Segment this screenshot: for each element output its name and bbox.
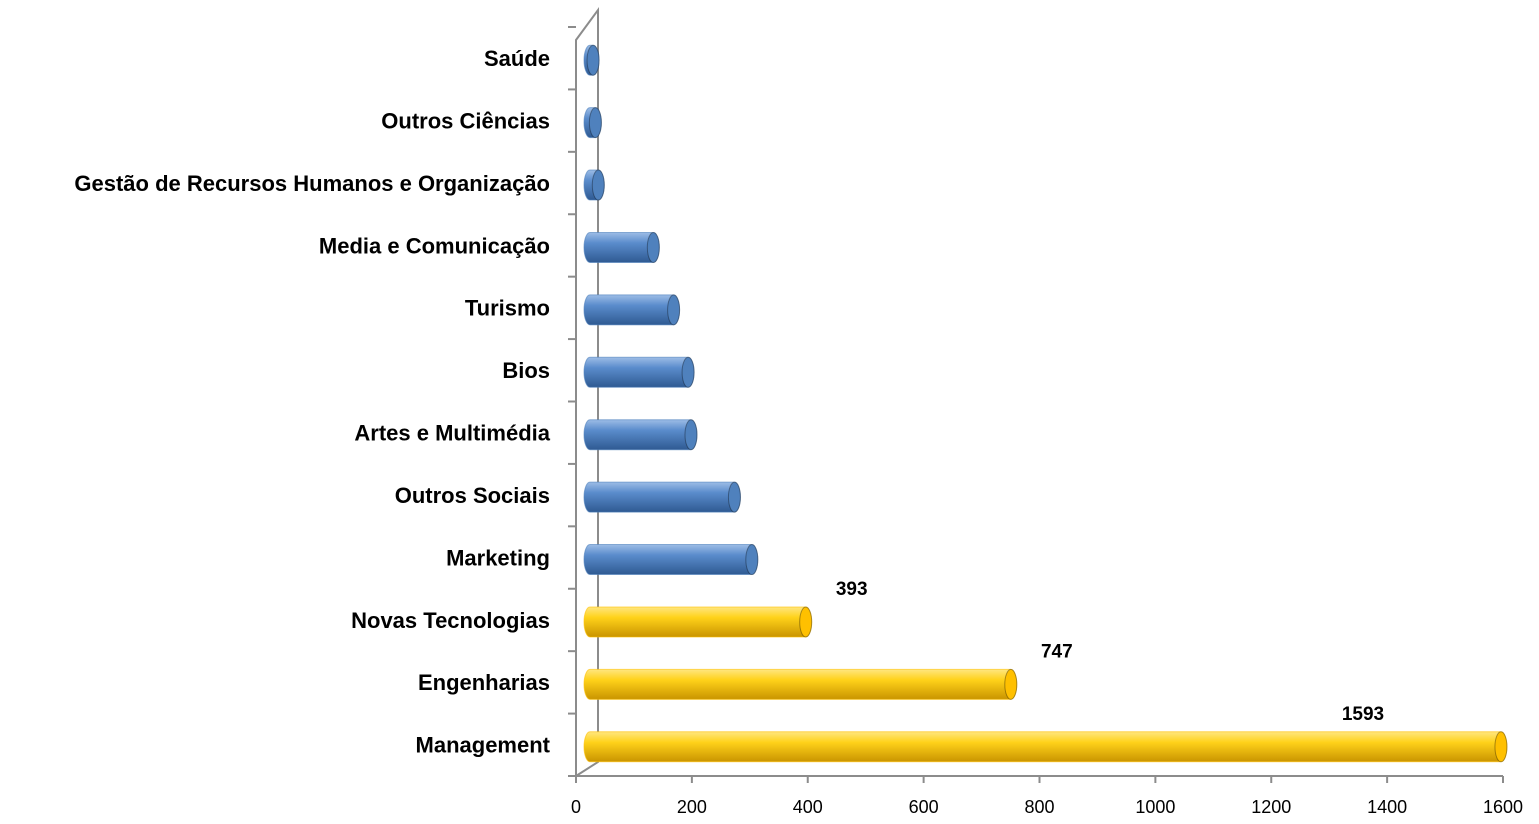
bar-body <box>583 356 695 388</box>
x-tick-label: 0 <box>571 797 581 817</box>
bar-body <box>583 731 1508 763</box>
bar-cap <box>1004 668 1018 700</box>
x-tick-label: 200 <box>677 797 707 817</box>
value-label: 1593 <box>1342 704 1384 725</box>
bar-cap <box>667 294 681 326</box>
y-tick-label: Gestão de Recursos Humanos e Organização <box>74 171 550 196</box>
bar <box>583 107 602 139</box>
y-tick-label: Outros Sociais <box>395 483 550 508</box>
bar <box>583 606 813 638</box>
y-tick-label: Engenharias <box>418 670 550 695</box>
value-label: 393 <box>836 579 868 600</box>
y-tick-label: Saúde <box>484 46 550 71</box>
y-tick-label: Management <box>416 733 551 758</box>
bar-body <box>583 419 698 451</box>
bar <box>583 481 741 513</box>
bar-cap <box>1494 731 1508 763</box>
bar-body <box>583 668 1018 700</box>
bar <box>583 231 660 263</box>
bar-cap <box>646 231 660 263</box>
x-tick-label: 1600 <box>1483 797 1523 817</box>
y-tick-label: Media e Comunicação <box>319 233 550 258</box>
bar-cap <box>591 169 605 201</box>
bar <box>583 668 1018 700</box>
bar-cap <box>745 544 759 576</box>
bar-cap <box>684 419 698 451</box>
bar-body <box>583 294 681 326</box>
y-tick-label: Turismo <box>465 296 550 321</box>
bar-cap <box>586 44 600 76</box>
y-tick-label: Novas Tecnologias <box>351 608 550 633</box>
y-tick-label: Outros Ciências <box>381 108 550 133</box>
bar-cap <box>799 606 813 638</box>
axes <box>575 6 1503 777</box>
y-tick-label: Marketing <box>446 545 550 570</box>
x-tick-label: 600 <box>909 797 939 817</box>
bar-body <box>583 481 741 513</box>
bar-cap <box>681 356 695 388</box>
value-label: 747 <box>1041 641 1073 662</box>
bar-body <box>583 606 813 638</box>
x-tick-label: 400 <box>793 797 823 817</box>
bar-cap <box>588 107 602 139</box>
x-tick-label: 1400 <box>1367 797 1407 817</box>
bar <box>583 731 1508 763</box>
x-tick-label: 1200 <box>1251 797 1291 817</box>
bar-body <box>583 544 759 576</box>
x-tick-label: 800 <box>1024 797 1054 817</box>
bar <box>583 419 698 451</box>
y-tick-label: Bios <box>502 358 550 383</box>
x-tick-label: 1000 <box>1135 797 1175 817</box>
bar <box>583 544 759 576</box>
bar <box>583 169 605 201</box>
bar <box>583 44 600 76</box>
back-wall <box>575 6 599 777</box>
bar-cap <box>727 481 741 513</box>
bar <box>583 356 695 388</box>
y-tick-label: Artes e Multimédia <box>354 421 550 446</box>
bar <box>583 294 681 326</box>
